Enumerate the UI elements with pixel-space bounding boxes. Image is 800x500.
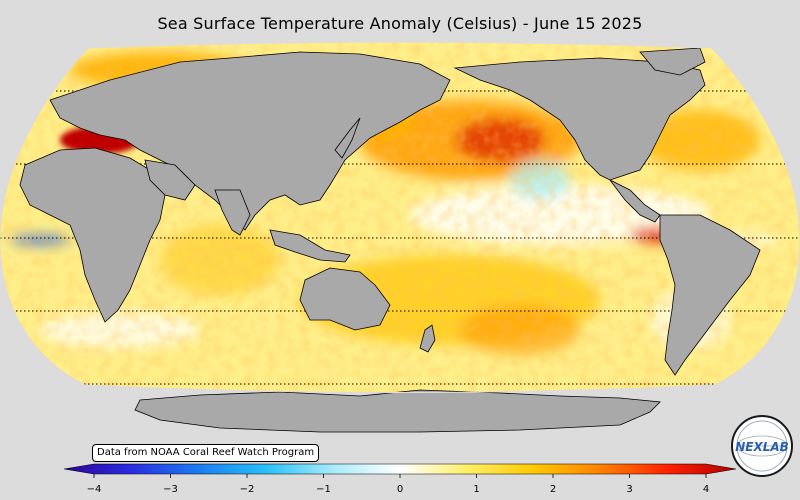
- eurasia-landmass: [49, 51, 451, 231]
- colorbar-tick-label: 1: [473, 484, 480, 495]
- map-title: Sea Surface Temperature Anomaly (Celsius…: [157, 14, 643, 33]
- land-masses: [19, 47, 761, 433]
- colorbar-tick-label: 0: [396, 484, 404, 495]
- colorbar-tick-label: −2: [239, 484, 255, 495]
- japan-landmass: [334, 117, 361, 159]
- south-america-landmass: [659, 214, 761, 376]
- colorbar-tick-label: −3: [163, 484, 178, 495]
- greenland-landmass: [639, 47, 706, 76]
- antarctica-landmass: [134, 389, 661, 433]
- australia-landmass: [299, 267, 391, 331]
- colorbar-tick-label: −4: [86, 484, 102, 495]
- india-landmass: [214, 189, 251, 236]
- africa-landmass: [19, 147, 166, 323]
- colorbar: [63, 463, 737, 478]
- colorbar-tick-label: 2: [549, 484, 557, 495]
- colorbar-tick-label: 3: [626, 484, 633, 495]
- nexlab-logo: NEXLAB: [731, 415, 793, 477]
- indonesia-landmass: [269, 229, 351, 263]
- colorbar-tick-label: −1: [316, 484, 331, 495]
- colorbar-tick-label: 4: [702, 484, 710, 495]
- data-credit-label: Data from NOAA Coral Reef Watch Program: [92, 444, 320, 462]
- arabia-landmass: [144, 159, 196, 201]
- svg-text:NEXLAB: NEXLAB: [735, 440, 789, 454]
